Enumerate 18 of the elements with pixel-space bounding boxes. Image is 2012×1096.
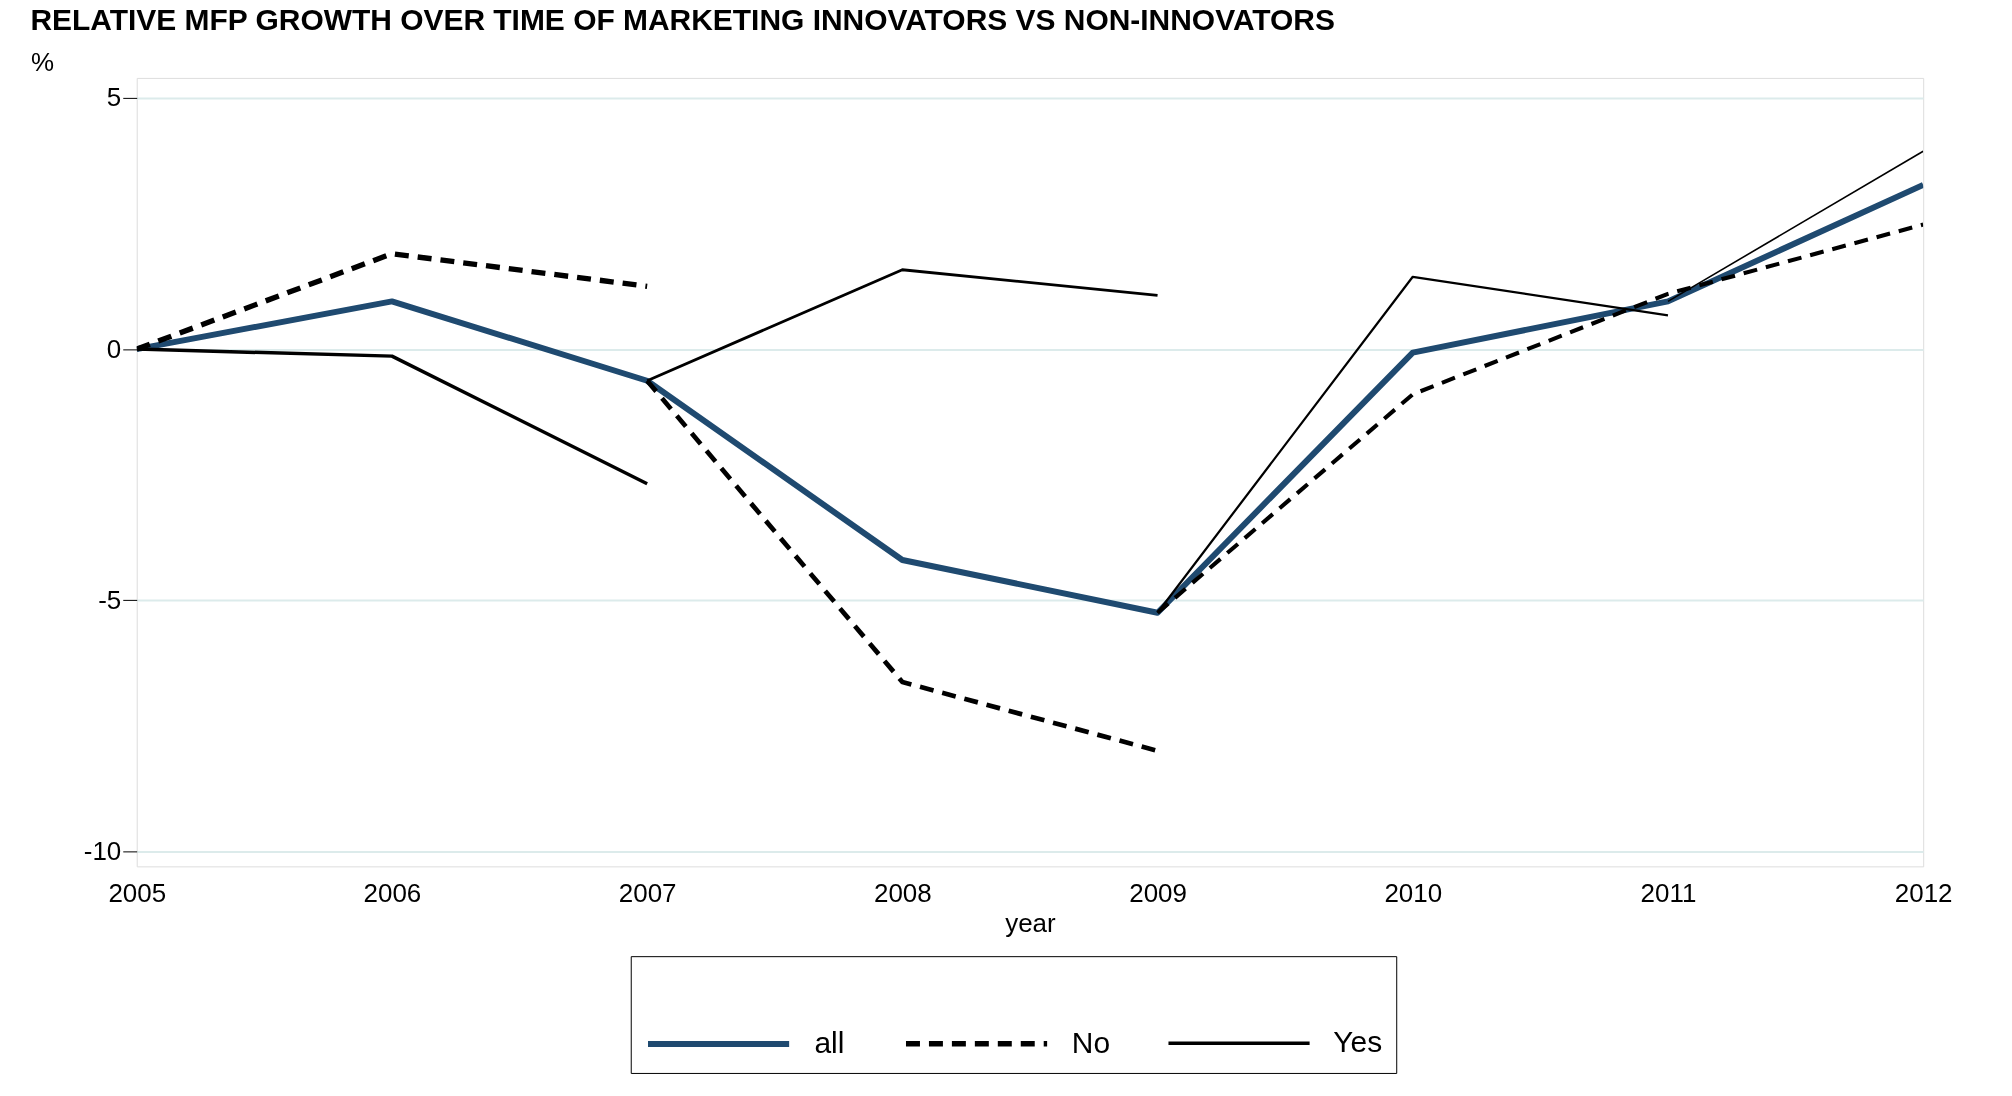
y-tick-label: -5 (98, 585, 122, 614)
x-tick-label: 2006 (363, 878, 422, 907)
legend-label: Yes (1333, 1025, 1383, 1059)
y-tick-label: 0 (106, 334, 122, 363)
x-tick-label: 2012 (1894, 878, 1953, 907)
x-tick-label: 2011 (1640, 878, 1697, 907)
x-tick-label: 2010 (1384, 878, 1443, 907)
legend-label: all (814, 1025, 845, 1059)
x-tick-label: 2005 (108, 878, 167, 907)
x-axis-title: year (1005, 908, 1057, 937)
y-tick-label: -10 (83, 836, 122, 865)
x-tick-label: 2009 (1129, 878, 1187, 907)
chart-title: RELATIVE MFP GROWTH OVER TIME OF MARKETING INNOVATORS VS NON-INNOVATORS (30, 3, 1335, 37)
y-tick-label: 5 (106, 83, 122, 112)
legend-label: No (1071, 1025, 1111, 1059)
y-axis-title: % (30, 48, 54, 77)
x-tick-label: 2007 (618, 878, 677, 907)
x-tick-label: 2008 (874, 878, 932, 907)
